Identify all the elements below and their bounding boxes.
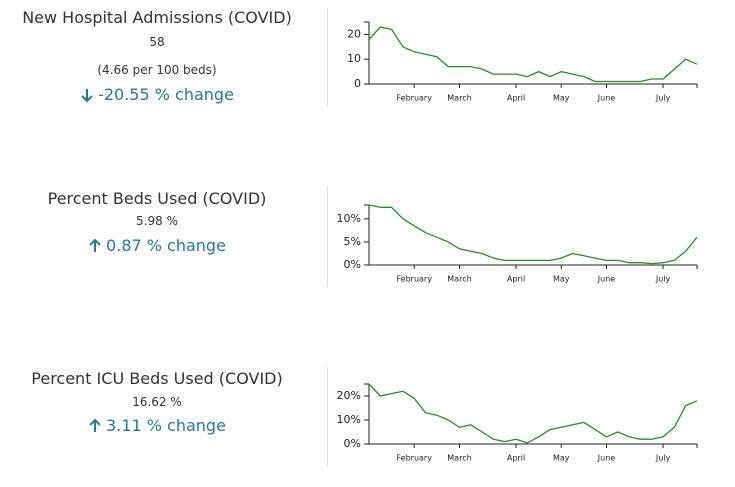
panel-value: 5.98 % (136, 214, 178, 228)
y-tick-label: 20 (347, 27, 361, 40)
panel-change: -20.55 % change (98, 85, 234, 104)
x-tick-label: May (553, 94, 570, 103)
x-tick-label: March (447, 275, 471, 284)
x-tick-label: March (447, 94, 471, 103)
x-tick-label: July (655, 275, 671, 284)
y-tick-label: 20% (337, 389, 361, 402)
x-tick-label: June (597, 454, 616, 463)
x-tick-label: April (507, 454, 525, 463)
x-tick-label: June (597, 275, 616, 284)
x-tick-label: May (553, 275, 570, 284)
y-tick-label: 10% (337, 212, 361, 225)
x-tick-label: February (397, 275, 433, 284)
x-tick-label: April (507, 275, 525, 284)
x-tick-label: March (447, 454, 471, 463)
panel-title: New Hospital Admissions (COVID) (22, 8, 292, 27)
x-tick-label: July (655, 94, 671, 103)
x-tick-label: February (397, 94, 433, 103)
x-tick-label: June (597, 94, 616, 103)
arrow-down-icon (81, 88, 93, 102)
x-tick-label: May (553, 454, 570, 463)
panel-change: 0.87 % change (106, 236, 226, 255)
panel-change-row: 0.87 % change (0, 236, 314, 255)
x-tick-label: July (655, 454, 671, 463)
panel-value: 58 (149, 35, 165, 49)
data-line (368, 204, 698, 265)
arrow-up-icon (89, 418, 101, 432)
y-tick-label: 5% (344, 235, 361, 248)
x-tick-label: April (507, 94, 525, 103)
data-line (368, 26, 698, 83)
data-line (368, 383, 698, 444)
y-tick-label: 0% (344, 258, 361, 271)
y-tick-label: 0 (354, 77, 361, 90)
panel-subvalue: (4.66 per 100 beds) (97, 63, 217, 77)
panel-title: Percent Beds Used (COVID) (47, 189, 267, 208)
panel-change-row: 3.11 % change (0, 416, 314, 435)
panel-change: 3.11 % change (106, 416, 226, 435)
arrow-up-icon (89, 238, 101, 252)
y-tick-label: 0% (344, 437, 361, 450)
panel-title: Percent ICU Beds Used (COVID) (31, 369, 283, 388)
y-tick-label: 10 (347, 52, 361, 65)
y-tick-label: 10% (337, 413, 361, 426)
panel-value: 16.62 % (132, 395, 182, 409)
x-tick-label: February (397, 454, 433, 463)
panel-change-row: -20.55 % change (0, 85, 314, 104)
